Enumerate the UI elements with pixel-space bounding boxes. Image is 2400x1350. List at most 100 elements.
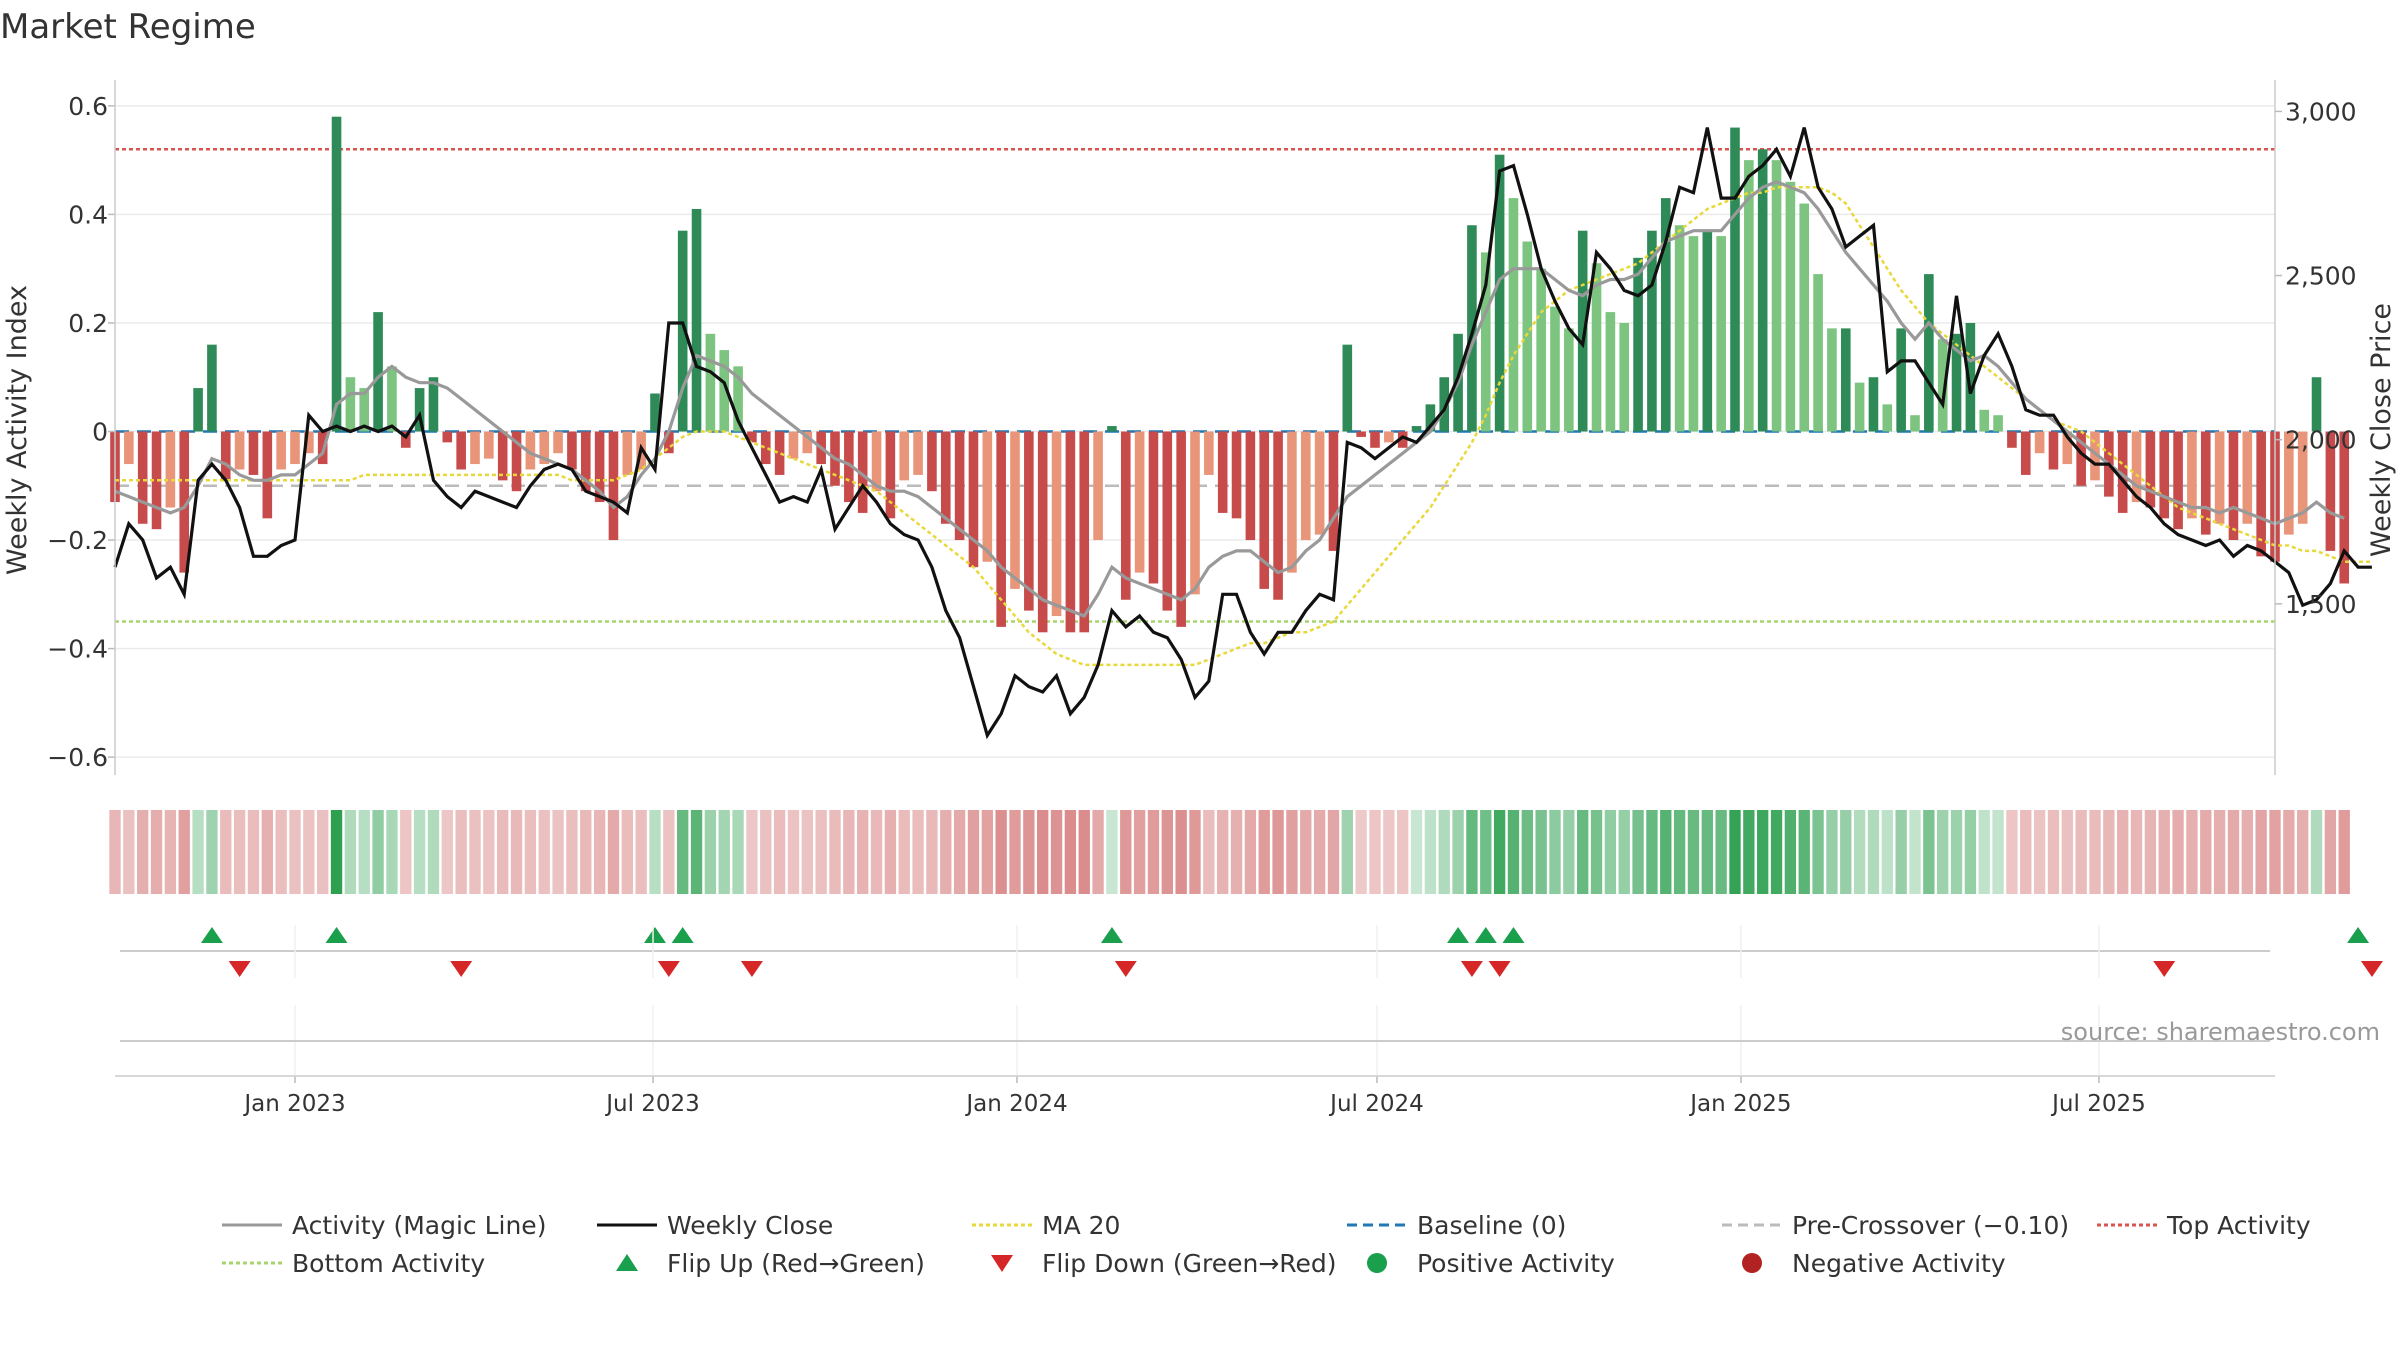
regime-strip-cell xyxy=(940,810,952,894)
activity-bar xyxy=(1564,328,1574,432)
weekly-close-line xyxy=(113,127,2372,740)
activity-bar xyxy=(982,431,993,562)
regime-strip-cell xyxy=(1244,810,1257,894)
activity-bar xyxy=(733,366,743,432)
regime-strip-cell xyxy=(1715,810,1727,894)
regime-strip-cell xyxy=(344,810,357,894)
activity-bar xyxy=(1010,431,1020,589)
regime-strip-cell xyxy=(510,810,523,894)
legend-label: Negative Activity xyxy=(1792,1249,2006,1278)
activity-bar xyxy=(691,208,702,432)
activity-bar xyxy=(1037,431,1048,633)
activity-bar xyxy=(1328,431,1339,551)
regime-strip-cell xyxy=(1798,810,1810,894)
activity-bar xyxy=(248,431,259,475)
activity-bar xyxy=(719,350,730,432)
regime-strip-cell xyxy=(1313,810,1326,894)
regime-strip-cell xyxy=(164,810,177,894)
activity-bar xyxy=(165,431,176,508)
x-tick-label: Jul 2023 xyxy=(604,1091,700,1117)
right-axis: 3,000 2,500 2,000 1,500 xyxy=(2274,80,2357,775)
activity-bar xyxy=(567,431,577,470)
regime-strip-cell xyxy=(1937,810,1949,894)
activity-bar xyxy=(234,431,245,470)
regime-strip-cell xyxy=(1203,810,1215,894)
activity-bar xyxy=(774,431,785,475)
activity-bar xyxy=(2159,431,2170,519)
activity-bar xyxy=(1910,415,1920,432)
activity-bar xyxy=(608,431,619,541)
activity-bar xyxy=(2214,431,2225,524)
regime-strip-cell xyxy=(2324,810,2337,894)
activity-bar xyxy=(553,431,563,454)
regime-strip-cell xyxy=(1590,810,1603,894)
regime-strip-cell xyxy=(2075,810,2087,894)
regime-strip-cell xyxy=(1853,810,1866,894)
regime-strip-cell xyxy=(912,810,924,894)
flip-up-marker xyxy=(2347,927,2370,943)
activity-bar xyxy=(1660,198,1671,432)
flip-up-marker xyxy=(1474,927,1497,943)
flip-markers-panel xyxy=(120,925,2383,978)
activity-bar xyxy=(2007,431,2017,448)
activity-bar xyxy=(1924,274,1934,432)
ma20-line xyxy=(115,186,2372,667)
regime-strip-cell xyxy=(884,810,897,894)
activity-bar xyxy=(650,393,660,432)
activity-bar xyxy=(2339,431,2350,584)
activity-bar xyxy=(1633,257,1643,432)
legend-label: Top Activity xyxy=(2166,1211,2311,1240)
regime-strip-cell xyxy=(1646,810,1658,894)
regime-strip-cell xyxy=(2061,810,2073,894)
activity-bar xyxy=(1162,431,1173,611)
regime-strip-cell xyxy=(2227,810,2240,894)
regime-strip-cell xyxy=(718,810,730,894)
activity-bar xyxy=(276,431,286,470)
activity-bar xyxy=(580,431,591,492)
right-tick-label: 3,000 xyxy=(2285,97,2357,126)
regime-strip-cell xyxy=(1424,810,1437,894)
regime-strip-cell xyxy=(137,810,149,894)
activity-bar xyxy=(1508,198,1519,432)
regime-strip-cell xyxy=(1161,810,1173,894)
activity-bar xyxy=(1771,160,1782,432)
activity-bar xyxy=(290,431,300,465)
regime-strip-cell xyxy=(1341,810,1353,894)
regime-strip-cell xyxy=(2269,810,2281,894)
regime-strip-cell xyxy=(1701,810,1713,894)
regime-strip-cell xyxy=(247,810,260,894)
regime-strip-cell xyxy=(801,810,813,894)
activity-bar xyxy=(1439,377,1450,432)
legend-label: MA 20 xyxy=(1042,1211,1120,1240)
regime-strip-cell xyxy=(677,810,689,894)
activity-bar xyxy=(1619,322,1630,432)
activity-bar xyxy=(2200,431,2211,535)
regime-strip-cell xyxy=(635,810,647,894)
regime-strip-cell xyxy=(109,810,121,894)
activity-bar xyxy=(1356,431,1366,437)
activity-bar xyxy=(497,431,508,481)
flip-down-marker xyxy=(1114,961,1137,977)
regime-strip-cell xyxy=(967,810,980,894)
regime-strip-cell xyxy=(1120,810,1132,894)
regime-strip-cell xyxy=(1480,810,1492,894)
activity-bar xyxy=(1259,431,1270,589)
activity-bar xyxy=(899,431,910,481)
regime-strip-cell xyxy=(1770,810,1783,894)
activity-bar xyxy=(747,431,757,443)
regime-strip-cell xyxy=(1230,810,1243,894)
activity-bar xyxy=(996,431,1006,627)
regime-strip-cell xyxy=(2158,810,2170,894)
regime-strip-cell xyxy=(2006,810,2018,894)
activity-bar xyxy=(1868,377,1879,432)
regime-strip-cell xyxy=(815,810,827,894)
flip-up-marker xyxy=(1502,927,1525,943)
activity-bar xyxy=(802,431,813,454)
activity-bar xyxy=(525,431,536,470)
regime-strip-cell xyxy=(843,810,855,894)
legend-label: Positive Activity xyxy=(1417,1249,1615,1278)
activity-bar xyxy=(2311,377,2322,432)
legend-entry: Flip Down (Green→Red) xyxy=(991,1249,1337,1278)
regime-strip-cell xyxy=(1826,810,1838,894)
